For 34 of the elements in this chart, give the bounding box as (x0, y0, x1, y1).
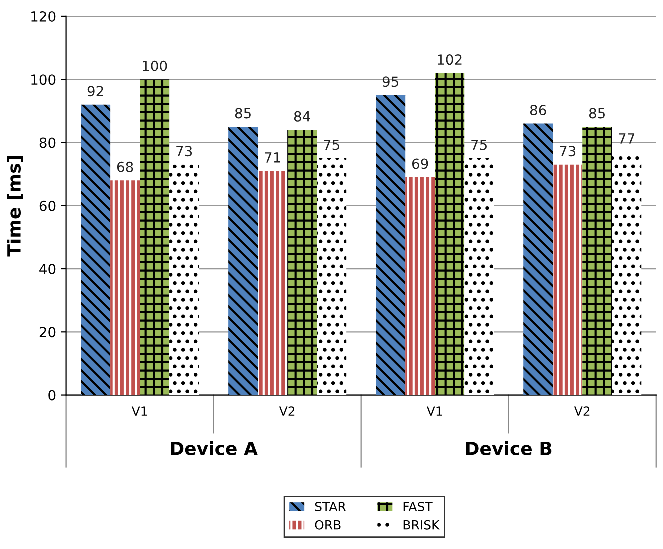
x-tick-label: V2 (574, 406, 590, 416)
text: Device B (466, 441, 552, 456)
data-label: 73 (176, 146, 192, 157)
y-tick-label: 60 (40, 200, 56, 212)
x-tick-label: V2 (279, 406, 295, 416)
data-label: 77 (619, 134, 635, 144)
data-label: 73 (560, 146, 576, 157)
legend-label: ORB (315, 520, 341, 530)
x-tick-label: V1 (132, 406, 148, 416)
data-label: 84 (294, 111, 310, 122)
y-axis-title: Time [ms] (7, 156, 24, 257)
y-tick-label: 20 (40, 327, 56, 338)
y-tick-label: 80 (40, 138, 56, 148)
data-label: 85 (235, 108, 251, 119)
x-tick-label: V1 (426, 406, 442, 416)
y-tick-label: 40 (40, 264, 56, 274)
data-label: 69 (412, 158, 428, 170)
legend-label: BRISK (404, 520, 440, 530)
data-label: 75 (324, 140, 340, 150)
data-label: 68 (117, 162, 134, 172)
y-tick-label: 120 (32, 11, 56, 22)
legend-label: FAST (404, 502, 433, 512)
data-label: 71 (265, 152, 280, 163)
y-tick-label: 0 (48, 390, 56, 401)
data-label: 92 (88, 86, 104, 97)
data-label: 100 (143, 60, 168, 72)
data-label: 102 (438, 54, 462, 66)
data-label: 85 (589, 108, 605, 119)
data-label: 95 (382, 76, 398, 88)
data-label: 75 (472, 140, 487, 150)
legend-label: STAR (315, 502, 346, 512)
text: Device A (171, 441, 258, 456)
y-tick-label: 100 (32, 74, 56, 86)
data-label: 86 (530, 105, 546, 116)
